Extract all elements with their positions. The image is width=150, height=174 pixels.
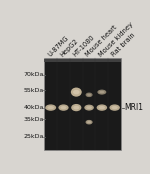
Text: 40kDa: 40kDa [23,105,44,110]
Ellipse shape [99,106,105,109]
Text: 25kDa: 25kDa [23,134,44,139]
Ellipse shape [87,121,91,123]
Text: 55kDa: 55kDa [24,88,44,93]
Ellipse shape [111,106,118,109]
Ellipse shape [45,104,56,111]
Ellipse shape [73,90,80,94]
Text: U-87MG: U-87MG [46,35,69,58]
Ellipse shape [84,105,94,110]
Text: 35kDa: 35kDa [23,117,44,122]
Ellipse shape [87,94,91,96]
Text: 70kDa: 70kDa [23,72,44,77]
Text: HepG2: HepG2 [59,37,80,58]
Ellipse shape [73,106,79,109]
Text: Rat brain: Rat brain [110,32,136,58]
Text: MRI1: MRI1 [124,103,143,112]
Text: HT-1080: HT-1080 [72,34,96,58]
Ellipse shape [97,90,106,95]
Ellipse shape [97,104,107,111]
Ellipse shape [109,104,120,111]
Ellipse shape [60,106,67,109]
Ellipse shape [85,120,93,124]
Text: Mouse kidney: Mouse kidney [98,21,134,58]
Ellipse shape [47,106,54,109]
Text: Mouse heart: Mouse heart [85,24,118,58]
Ellipse shape [71,104,81,111]
Ellipse shape [71,88,82,97]
Bar [44,58,121,149]
Ellipse shape [85,93,93,97]
Bar [44,59,121,62]
Ellipse shape [58,104,69,111]
Ellipse shape [99,91,105,93]
Ellipse shape [86,106,92,109]
